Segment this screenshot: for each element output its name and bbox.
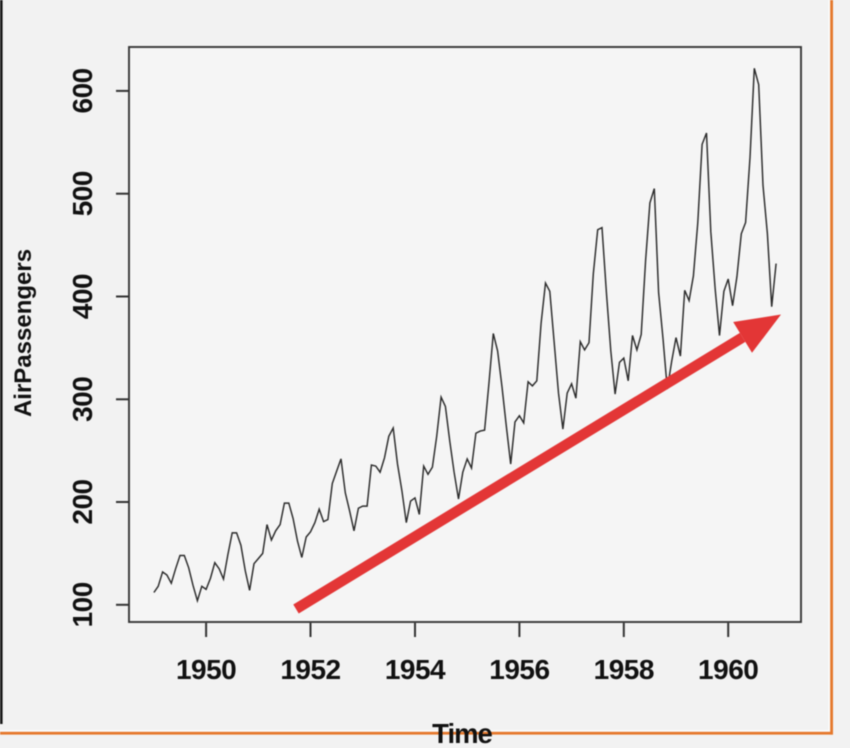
- svg-text:Time: Time: [432, 718, 492, 748]
- svg-text:AirPassengers: AirPassengers: [10, 249, 37, 417]
- svg-text:1954: 1954: [385, 654, 446, 685]
- svg-text:200: 200: [67, 479, 98, 524]
- svg-text:400: 400: [67, 274, 98, 319]
- svg-text:300: 300: [67, 377, 98, 422]
- svg-text:1960: 1960: [698, 654, 758, 685]
- svg-text:600: 600: [67, 68, 98, 113]
- svg-text:1956: 1956: [489, 654, 549, 685]
- svg-text:100: 100: [67, 582, 98, 627]
- svg-text:1958: 1958: [594, 654, 654, 685]
- svg-text:500: 500: [67, 171, 98, 216]
- svg-text:1950: 1950: [176, 654, 236, 685]
- svg-text:1952: 1952: [280, 654, 340, 685]
